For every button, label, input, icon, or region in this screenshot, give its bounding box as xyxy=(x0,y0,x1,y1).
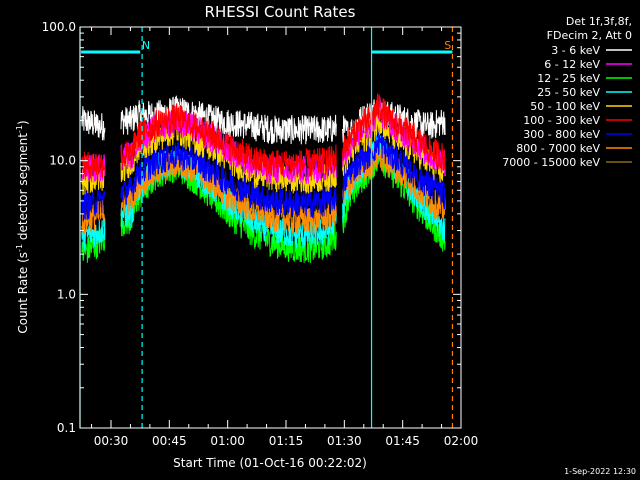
legend-entry-label: 50 - 100 keV xyxy=(530,100,600,113)
series-line xyxy=(81,93,446,181)
x-tick-label: 01:30 xyxy=(327,434,362,448)
legend-entry-label: 7000 - 15000 keV xyxy=(502,156,600,169)
orbit-marker-label: N xyxy=(142,39,150,52)
x-tick-label: 01:45 xyxy=(385,434,420,448)
series-traces xyxy=(81,93,446,263)
legend-entry-label: 6 - 12 keV xyxy=(544,58,600,71)
legend-header-line-1: Det 1f,3f,8f, xyxy=(566,15,632,28)
legend-entry-label: 100 - 300 keV xyxy=(523,114,600,127)
x-tick-label: 00:45 xyxy=(152,434,187,448)
y-tick-label: 0.1 xyxy=(57,421,76,435)
x-tick-label: 02:00 xyxy=(444,434,479,448)
series-line xyxy=(81,130,446,222)
legend-entry-label: 800 - 7000 keV xyxy=(516,142,600,155)
legend-entry-label: 3 - 6 keV xyxy=(551,44,600,57)
y-axis-label: Count Rate (s-1 detector segment-1) xyxy=(15,120,30,333)
x-tick-label: 01:15 xyxy=(269,434,304,448)
footer-timestamp: 1-Sep-2022 12:30 xyxy=(564,467,636,476)
y-tick-label: 100.0 xyxy=(42,20,76,34)
plot-frame xyxy=(79,26,462,429)
y-axis: 0.1 1.0 10.0 100.0 xyxy=(42,20,461,435)
legend-entry-label: 300 - 800 keV xyxy=(523,128,600,141)
legend: Det 1f,3f,8f, FDecim 2, Att 0 3 - 6 keV6… xyxy=(502,15,632,169)
x-tick-label: 01:00 xyxy=(210,434,245,448)
orbit-marker-label: S xyxy=(444,39,451,52)
legend-entry-label: 25 - 50 keV xyxy=(537,86,600,99)
x-axis-label: Start Time (01-Oct-16 00:22:02) xyxy=(173,456,367,470)
legend-entry-label: 12 - 25 keV xyxy=(537,72,600,85)
legend-header-line-2: FDecim 2, Att 0 xyxy=(547,29,632,42)
y-tick-label: 10.0 xyxy=(49,154,76,168)
series-line xyxy=(81,95,446,149)
y-tick-label: 1.0 xyxy=(57,287,76,301)
x-axis: 00:30 00:45 01:00 01:15 01:30 01:45 02:00 xyxy=(91,27,479,448)
chart-title: RHESSI Count Rates xyxy=(205,3,356,21)
x-tick-label: 00:30 xyxy=(94,434,129,448)
